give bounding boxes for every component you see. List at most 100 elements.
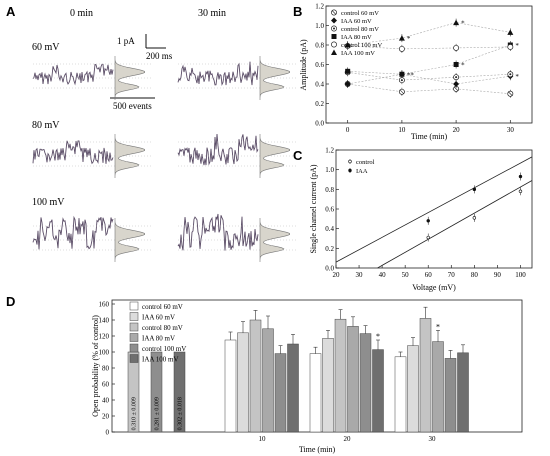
significance-b: *	[407, 35, 411, 43]
x-tick-label-d: 10	[259, 435, 267, 443]
data-point-b	[398, 35, 405, 41]
series-line-b	[347, 72, 511, 81]
series-line-b	[347, 44, 511, 75]
current-trace	[177, 213, 259, 251]
x-tick-label-c: 100	[515, 271, 526, 279]
legend-label-d: IAA 60 mV	[142, 314, 175, 322]
row-label-100mv: 100 mV	[32, 197, 65, 208]
y-tick-label-d: 20	[102, 413, 110, 421]
legend-label-d: IAA 80 mV	[142, 335, 175, 343]
y-tick-label-b: 0.8	[315, 42, 324, 50]
x-tick-label-c: 80	[471, 271, 479, 279]
data-point-c	[426, 235, 430, 240]
data-point-c	[426, 219, 430, 223]
current-trace	[177, 133, 259, 166]
bar-d	[262, 328, 274, 433]
legend-swatch-d	[129, 343, 139, 353]
data-point-c	[518, 189, 523, 194]
panel-c-letter: C	[293, 148, 303, 163]
significance-b: *	[461, 62, 465, 70]
bar-d	[322, 338, 334, 433]
y-tick-label-b: 0.2	[315, 100, 324, 108]
fit-line-c	[335, 156, 533, 263]
bar-d	[274, 353, 287, 433]
amplitude-histogram	[259, 134, 291, 178]
legend-label-b: control 100 mV	[341, 42, 382, 49]
y-tick-label-c: 0.4	[325, 225, 334, 233]
legend-label-b: IAA 100 mV	[341, 50, 375, 57]
baseline-label-d: 0.302 ± 0.018	[178, 397, 184, 430]
legend-marker-c	[348, 159, 352, 164]
y-tick-label-c: 0.0	[325, 265, 334, 273]
bar-d	[150, 351, 163, 433]
y-tick-label-d: 0	[106, 429, 110, 437]
significance-b: *	[515, 42, 519, 50]
bar-d	[249, 319, 262, 433]
significance-d: *	[436, 322, 440, 331]
legend-swatch-d	[129, 312, 139, 321]
x-tick-label-c: 90	[494, 271, 502, 279]
x-tick-label-b: 10	[398, 126, 406, 134]
legend-label-b: IAA 60 mV	[341, 18, 372, 25]
y-axis-title-b: Amplitude (pA)	[299, 39, 308, 91]
fit-line-c	[377, 180, 533, 269]
legend-swatch-d	[129, 333, 139, 342]
baseline-label-d: 0.281 ± 0.009	[155, 397, 161, 430]
x-tick-label-c: 40	[379, 271, 387, 279]
y-tick-label-d: 40	[102, 397, 110, 405]
data-point-b	[508, 91, 513, 96]
data-point-c	[472, 187, 477, 192]
panel-a-letter: A	[6, 4, 16, 19]
y-tick-label-c: 0.6	[325, 206, 334, 214]
data-point-b	[345, 68, 351, 74]
panel-b: B 0 10 20 300.00.20.40.60.81.01.2*******con…	[293, 3, 533, 141]
x-tick-label-c: 50	[402, 271, 410, 279]
data-point-b	[399, 71, 405, 77]
amplitude-histogram	[259, 218, 291, 262]
x-tick-label-b: 20	[453, 126, 461, 134]
amplitude-histogram	[114, 56, 146, 100]
current-trace	[177, 61, 259, 86]
panel-d: D 0 20 40 60 80 100 120 140 160 0.310 ± 0.009 0.28…	[6, 294, 523, 454]
legend-label-d: control 100 mV	[142, 345, 186, 353]
current-trace	[32, 63, 114, 86]
data-point-b	[453, 81, 460, 87]
y-tick-label-b: 0.6	[315, 61, 324, 69]
legend-marker-b	[331, 41, 337, 48]
y-tick-label-c: 0.8	[325, 186, 334, 194]
bar-d	[237, 332, 249, 433]
y-axis-title-c: Single channel current (pA)	[309, 164, 318, 253]
bar-d	[347, 326, 359, 433]
amplitude-histogram	[114, 218, 146, 262]
bar-d	[419, 318, 432, 433]
bar-d	[287, 343, 299, 433]
legend-label-b: IAA 80 mV	[341, 34, 372, 41]
significance-d: *	[376, 332, 380, 341]
legend-marker-b	[331, 17, 337, 24]
amplitude-histogram	[259, 56, 291, 100]
y-tick-label-d: 120	[99, 333, 110, 341]
current-trace	[32, 215, 114, 250]
x-axis-title-d: Time (min)	[299, 445, 336, 454]
legend-label-c: control	[356, 159, 375, 166]
data-point-b	[455, 76, 458, 79]
col-label-30min: 30 min	[198, 8, 226, 19]
bar-d	[407, 345, 419, 433]
panel-b-letter: B	[293, 4, 302, 19]
y-tick-label-d: 160	[99, 301, 110, 309]
legend-label-d: IAA 100 mV	[142, 356, 179, 364]
x-tick-label-c: 60	[425, 271, 433, 279]
bar-d	[432, 341, 444, 433]
significance-b: **	[407, 71, 415, 79]
bar-d	[173, 351, 186, 433]
legend-label-d: control 80 mV	[142, 324, 183, 332]
bar-d	[309, 353, 322, 433]
significance-b: *	[461, 20, 465, 28]
series-line-b	[347, 83, 511, 95]
x-axis-title-b: Time (min)	[411, 132, 448, 141]
y-tick-label-b: 0.0	[315, 120, 324, 128]
legend-label-b: control 60 mV	[341, 10, 379, 17]
data-point-b	[344, 81, 351, 87]
data-point-b	[507, 29, 514, 35]
current-scale-label: 1 pA	[117, 36, 135, 46]
